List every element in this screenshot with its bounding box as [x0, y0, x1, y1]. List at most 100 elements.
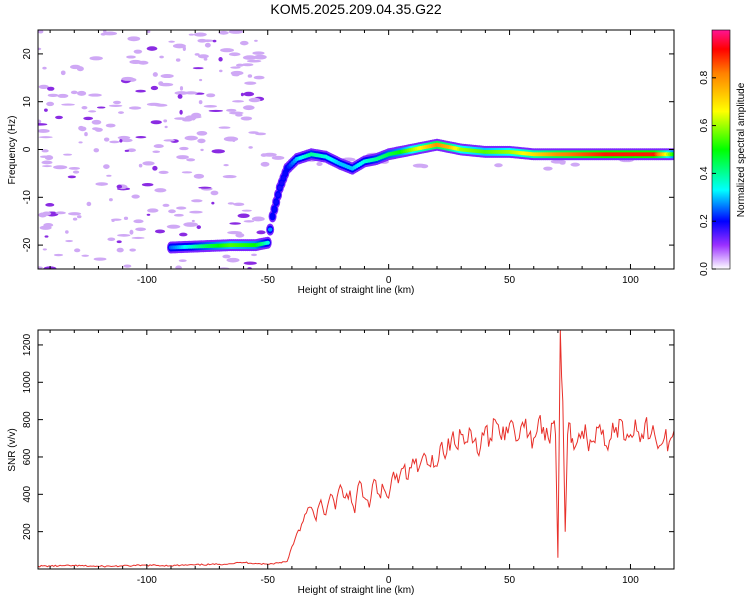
- noise-blob: [219, 69, 223, 73]
- noise-blob: [84, 131, 88, 137]
- noise-blob: [86, 201, 92, 207]
- noise-blob: [57, 93, 69, 98]
- noise-blob: [38, 129, 50, 133]
- snr-y-tick-label: 800: [22, 411, 33, 428]
- noise-blob: [127, 36, 141, 42]
- noise-blob: [179, 146, 189, 151]
- ridge-core: [283, 171, 288, 176]
- noise-blob: [93, 257, 107, 261]
- noise-blob: [226, 108, 237, 112]
- noise-blob: [254, 39, 258, 42]
- noise-blob: [227, 202, 235, 205]
- noise-blob: [168, 40, 175, 43]
- noise-blob: [89, 56, 103, 61]
- noise-blob: [76, 66, 84, 72]
- snr-y-tick-label: 600: [22, 448, 33, 465]
- noise-blob: [164, 125, 168, 129]
- noise-blob: [154, 229, 166, 234]
- noise-blob: [129, 248, 136, 252]
- noise-blob: [179, 109, 183, 115]
- noise-blob: [67, 175, 77, 179]
- ridge-core: [671, 152, 674, 157]
- noise-blob: [124, 149, 130, 152]
- noise-blob: [228, 30, 244, 34]
- noise-blob: [109, 140, 120, 144]
- noise-blob: [131, 236, 145, 239]
- noise-blob: [63, 153, 73, 156]
- noise-blob: [181, 171, 193, 174]
- ridge-core: [270, 214, 275, 219]
- noise-blob: [190, 115, 196, 121]
- noise-blob: [166, 224, 181, 229]
- spectrogram-y-tick-label: -20: [22, 237, 33, 252]
- snr-x-tick-label: -100: [137, 575, 157, 586]
- noise-blob: [103, 164, 110, 170]
- noise-blob: [252, 51, 265, 55]
- noise-blob: [179, 232, 188, 237]
- noise-blob: [103, 30, 107, 33]
- noise-blob: [200, 148, 204, 152]
- colorbar-gradient: [711, 29, 731, 270]
- noise-blob: [100, 32, 107, 36]
- snr-series-line: [38, 330, 674, 568]
- spectrogram-y-tick-label: -10: [22, 190, 33, 205]
- colorbar-tick-label: 0.6: [699, 118, 710, 132]
- noise-blob: [83, 116, 94, 121]
- noise-blob: [88, 93, 102, 97]
- noise-blob: [237, 213, 250, 218]
- noise-blob: [153, 144, 164, 149]
- noise-blob: [108, 104, 123, 107]
- noise-blob: [116, 240, 122, 244]
- noise-blob: [174, 91, 189, 95]
- noise-blob: [65, 230, 69, 234]
- noise-blob: [47, 86, 55, 91]
- noise-blob: [176, 155, 189, 160]
- noise-blob: [189, 210, 203, 214]
- noise-blob: [197, 38, 208, 43]
- noise-blob: [44, 155, 54, 161]
- noise-blob: [53, 165, 68, 170]
- noise-blob: [38, 266, 43, 269]
- noise-blob: [168, 209, 176, 214]
- noise-blob: [152, 150, 161, 154]
- noise-blob: [43, 223, 54, 228]
- noise-blob: [135, 227, 147, 232]
- noise-blob: [47, 93, 59, 97]
- noise-blob: [241, 63, 254, 67]
- noise-blob: [163, 139, 175, 142]
- noise-blob: [242, 55, 257, 60]
- noise-blob: [158, 81, 164, 86]
- noise-blob: [193, 173, 205, 179]
- noise-blob: [175, 265, 182, 269]
- noise-blob: [184, 135, 198, 141]
- noise-blob: [232, 100, 244, 103]
- noise-blob: [78, 141, 83, 144]
- noise-blob: [93, 148, 100, 153]
- snr-y-tick-label: 1200: [22, 333, 33, 356]
- noise-blob: [146, 213, 151, 216]
- noise-blob: [110, 218, 122, 221]
- ridge-core: [273, 200, 279, 205]
- noise-blob: [543, 166, 553, 171]
- colorbar-ticks: 0.0 0.2 0.4 0.6 0.8: [699, 70, 716, 276]
- noise-blob: [41, 149, 49, 153]
- noise-blob: [163, 119, 168, 123]
- noise-blob: [150, 120, 162, 125]
- noise-blob: [154, 188, 167, 193]
- snr-panel: -100 -50 0 50 100 200 400 600 800 1000 1200 Heigh…: [7, 329, 675, 596]
- noise-blob: [176, 206, 187, 210]
- noise-blob: [46, 101, 55, 107]
- noise-blob: [178, 259, 187, 262]
- noise-blob: [218, 57, 223, 62]
- noise-blob: [208, 109, 224, 112]
- noise-blob: [220, 48, 235, 53]
- noise-blob: [95, 182, 109, 186]
- noise-blob: [230, 66, 241, 69]
- noise-blob: [253, 75, 265, 80]
- figure-title: KOM5.2025.209.04.35.G22: [270, 1, 441, 17]
- noise-blob: [44, 235, 49, 238]
- noise-blob: [123, 264, 132, 268]
- ridge-core: [275, 192, 281, 197]
